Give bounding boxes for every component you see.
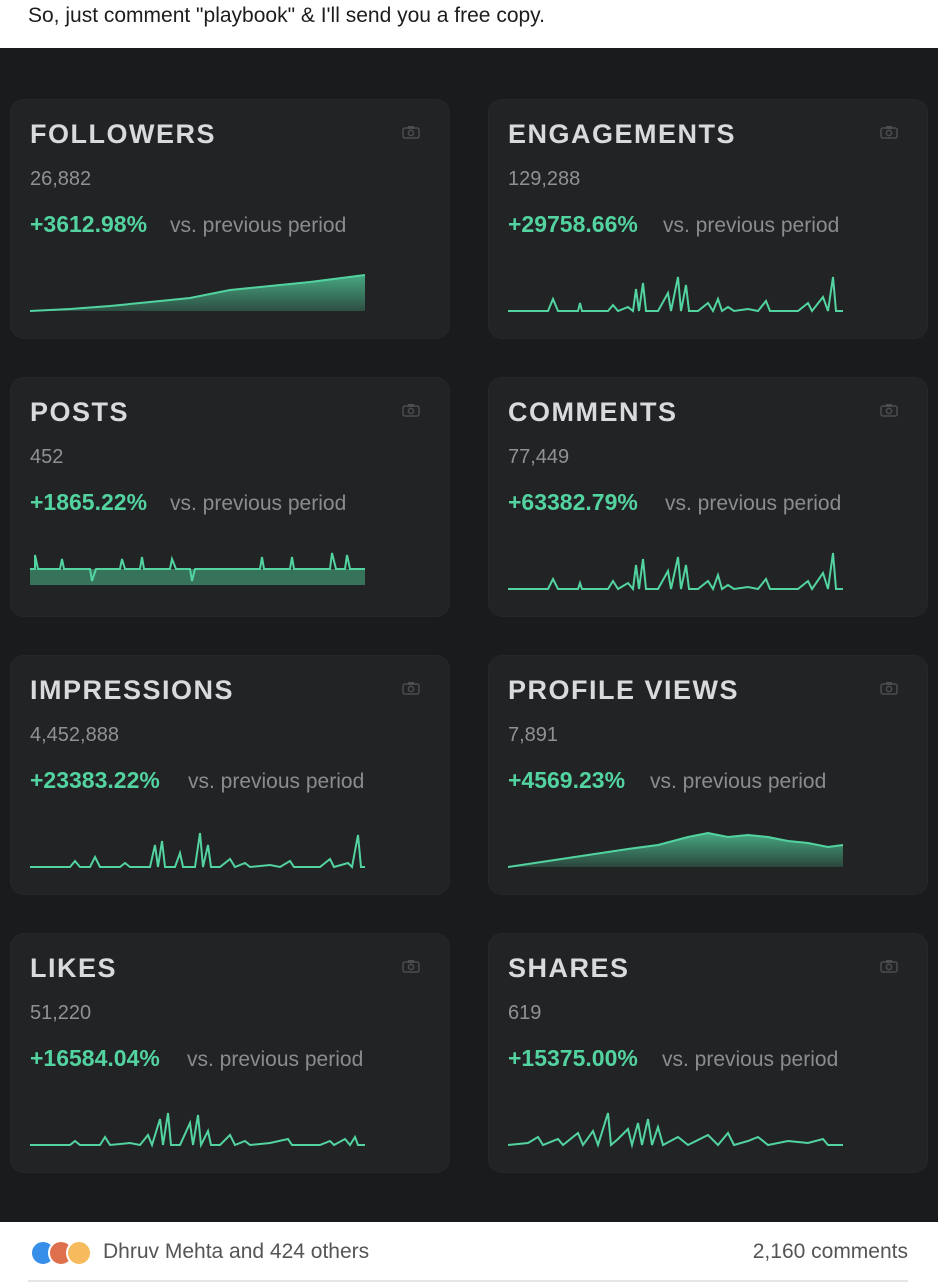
metric-change-label: vs. previous period — [170, 492, 347, 515]
post-footer: Dhruv Mehta and 424 others 2,160 comment… — [0, 1222, 938, 1284]
insightful-icon — [66, 1240, 92, 1266]
sparkline-chart — [30, 274, 366, 312]
metric-title: FOLLOWERS — [30, 119, 216, 149]
metric-change: +1865.22% — [30, 489, 148, 515]
metric-change: +3612.98% — [30, 211, 148, 237]
metric-change: +29758.66% — [508, 211, 638, 237]
metric-value: 129,288 — [508, 168, 581, 190]
sparkline-chart — [30, 1112, 365, 1149]
metric-title: COMMENTS — [508, 397, 678, 427]
metric-card-comments: COMMENTS 77,449 +63382.79% vs. previous … — [488, 377, 928, 617]
comments-count[interactable]: 2,160 comments — [752, 1240, 908, 1263]
metric-card-engagements: ENGAGEMENTS 129,288 +29758.66% vs. previ… — [488, 99, 928, 339]
metric-title: IMPRESSIONS — [30, 675, 235, 705]
metric-value: 619 — [508, 1002, 542, 1024]
metric-value: 77,449 — [508, 446, 570, 468]
metric-change-label: vs. previous period — [650, 770, 827, 793]
metric-change: +4569.23% — [508, 767, 626, 793]
metric-change: +23383.22% — [30, 767, 160, 793]
sparkline-chart — [30, 552, 365, 585]
metric-change: +16584.04% — [30, 1045, 160, 1071]
sparkline-chart — [30, 832, 365, 870]
sparkline-chart — [508, 831, 844, 868]
metric-card-profile-views: PROFILE VIEWS 7,891 +4569.23% vs. previo… — [488, 655, 928, 895]
reactions-summary[interactable]: Dhruv Mehta and 424 others — [103, 1240, 370, 1263]
divider — [28, 1280, 908, 1282]
camera-icon[interactable] — [402, 959, 420, 973]
camera-icon[interactable] — [402, 125, 420, 139]
metric-card-shares: SHARES 619 +15375.00% vs. previous perio… — [488, 933, 928, 1173]
metric-change-label: vs. previous period — [188, 770, 365, 793]
metric-change-label: vs. previous period — [665, 492, 842, 515]
metric-change-label: vs. previous period — [662, 1048, 839, 1071]
metric-card-posts: POSTS 452 +1865.22% vs. previous period — [10, 377, 450, 617]
sparkline-chart — [508, 552, 843, 592]
post-text: So, just comment "playbook" & I'll send … — [28, 4, 545, 27]
metric-change-label: vs. previous period — [170, 214, 347, 237]
sparkline-chart — [508, 276, 843, 314]
metric-title: LIKES — [30, 953, 118, 983]
metric-card-followers: FOLLOWERS 26,882 +3612.98% vs. previous … — [10, 99, 450, 339]
metric-change: +15375.00% — [508, 1045, 638, 1071]
metric-value: 26,882 — [30, 168, 92, 190]
metric-title: PROFILE VIEWS — [508, 675, 740, 705]
camera-icon[interactable] — [880, 681, 898, 695]
reaction-icons[interactable] — [30, 1240, 98, 1266]
metric-card-impressions: IMPRESSIONS 4,452,888 +23383.22% vs. pre… — [10, 655, 450, 895]
camera-icon[interactable] — [880, 403, 898, 417]
metric-title: SHARES — [508, 953, 630, 983]
camera-icon[interactable] — [880, 125, 898, 139]
analytics-screenshot: FOLLOWERS 26,882 +3612.98% vs. previous … — [0, 48, 938, 1222]
metric-value: 51,220 — [30, 1002, 92, 1024]
metric-change-label: vs. previous period — [663, 214, 840, 237]
metric-value: 7,891 — [508, 724, 559, 746]
metric-value: 4,452,888 — [30, 724, 119, 746]
metric-title: POSTS — [30, 397, 130, 427]
camera-icon[interactable] — [402, 403, 420, 417]
sparkline-chart — [508, 1112, 843, 1149]
metric-card-likes: LIKES 51,220 +16584.04% vs. previous per… — [10, 933, 450, 1173]
metric-value: 452 — [30, 446, 64, 468]
camera-icon[interactable] — [402, 681, 420, 695]
metric-change: +63382.79% — [508, 489, 638, 515]
metric-title: ENGAGEMENTS — [508, 119, 737, 149]
camera-icon[interactable] — [880, 959, 898, 973]
metric-change-label: vs. previous period — [187, 1048, 364, 1071]
